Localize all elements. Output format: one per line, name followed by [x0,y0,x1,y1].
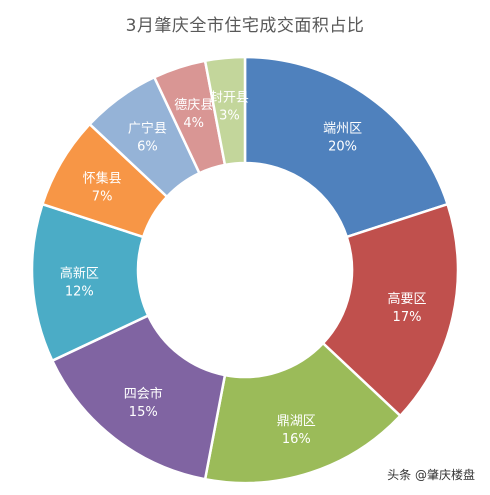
watermark: 头条 @肇庆楼盘 [382,464,480,485]
donut-slice [321,202,460,418]
slice-category-label: 端州区 [323,122,362,137]
slice-category-label: 广宁县 [128,121,167,137]
donut-slice [203,341,403,485]
slice-value-label: 16% [282,432,311,447]
slice-value-label: 12% [65,284,94,299]
slice-category-label: 怀集县 [83,170,122,186]
chart-title: 3月肇庆全市住宅成交面积占比 [125,16,365,36]
slice-category-label: 高新区 [60,265,99,281]
slice-category-label: 封开县 [210,91,249,106]
slice-category-label: 德庆县 [174,98,213,113]
donut-slice [203,55,247,167]
slice-value-label: 20% [328,140,357,155]
donut-slice [50,313,227,481]
slice-category-label: 高要区 [387,291,426,307]
slice-category-label: 鼎湖区 [277,414,316,429]
donut-labels: 端州区 20% 高要区 17% 鼎湖区 16% 四会市 15% 高新区 12% 怀集县 7% 广宁县 6%… [60,91,427,447]
slice-value-label: 7% [92,189,113,204]
slice-value-label: 3% [219,109,240,124]
slice-value-label: 4% [183,116,204,131]
slice-category-label: 四会市 [124,386,163,402]
slice-value-label: 15% [129,405,158,420]
donut-slices [30,55,460,485]
donut-slice [243,55,450,239]
slice-value-label: 6% [137,140,158,155]
slice-value-label: 17% [393,310,422,325]
